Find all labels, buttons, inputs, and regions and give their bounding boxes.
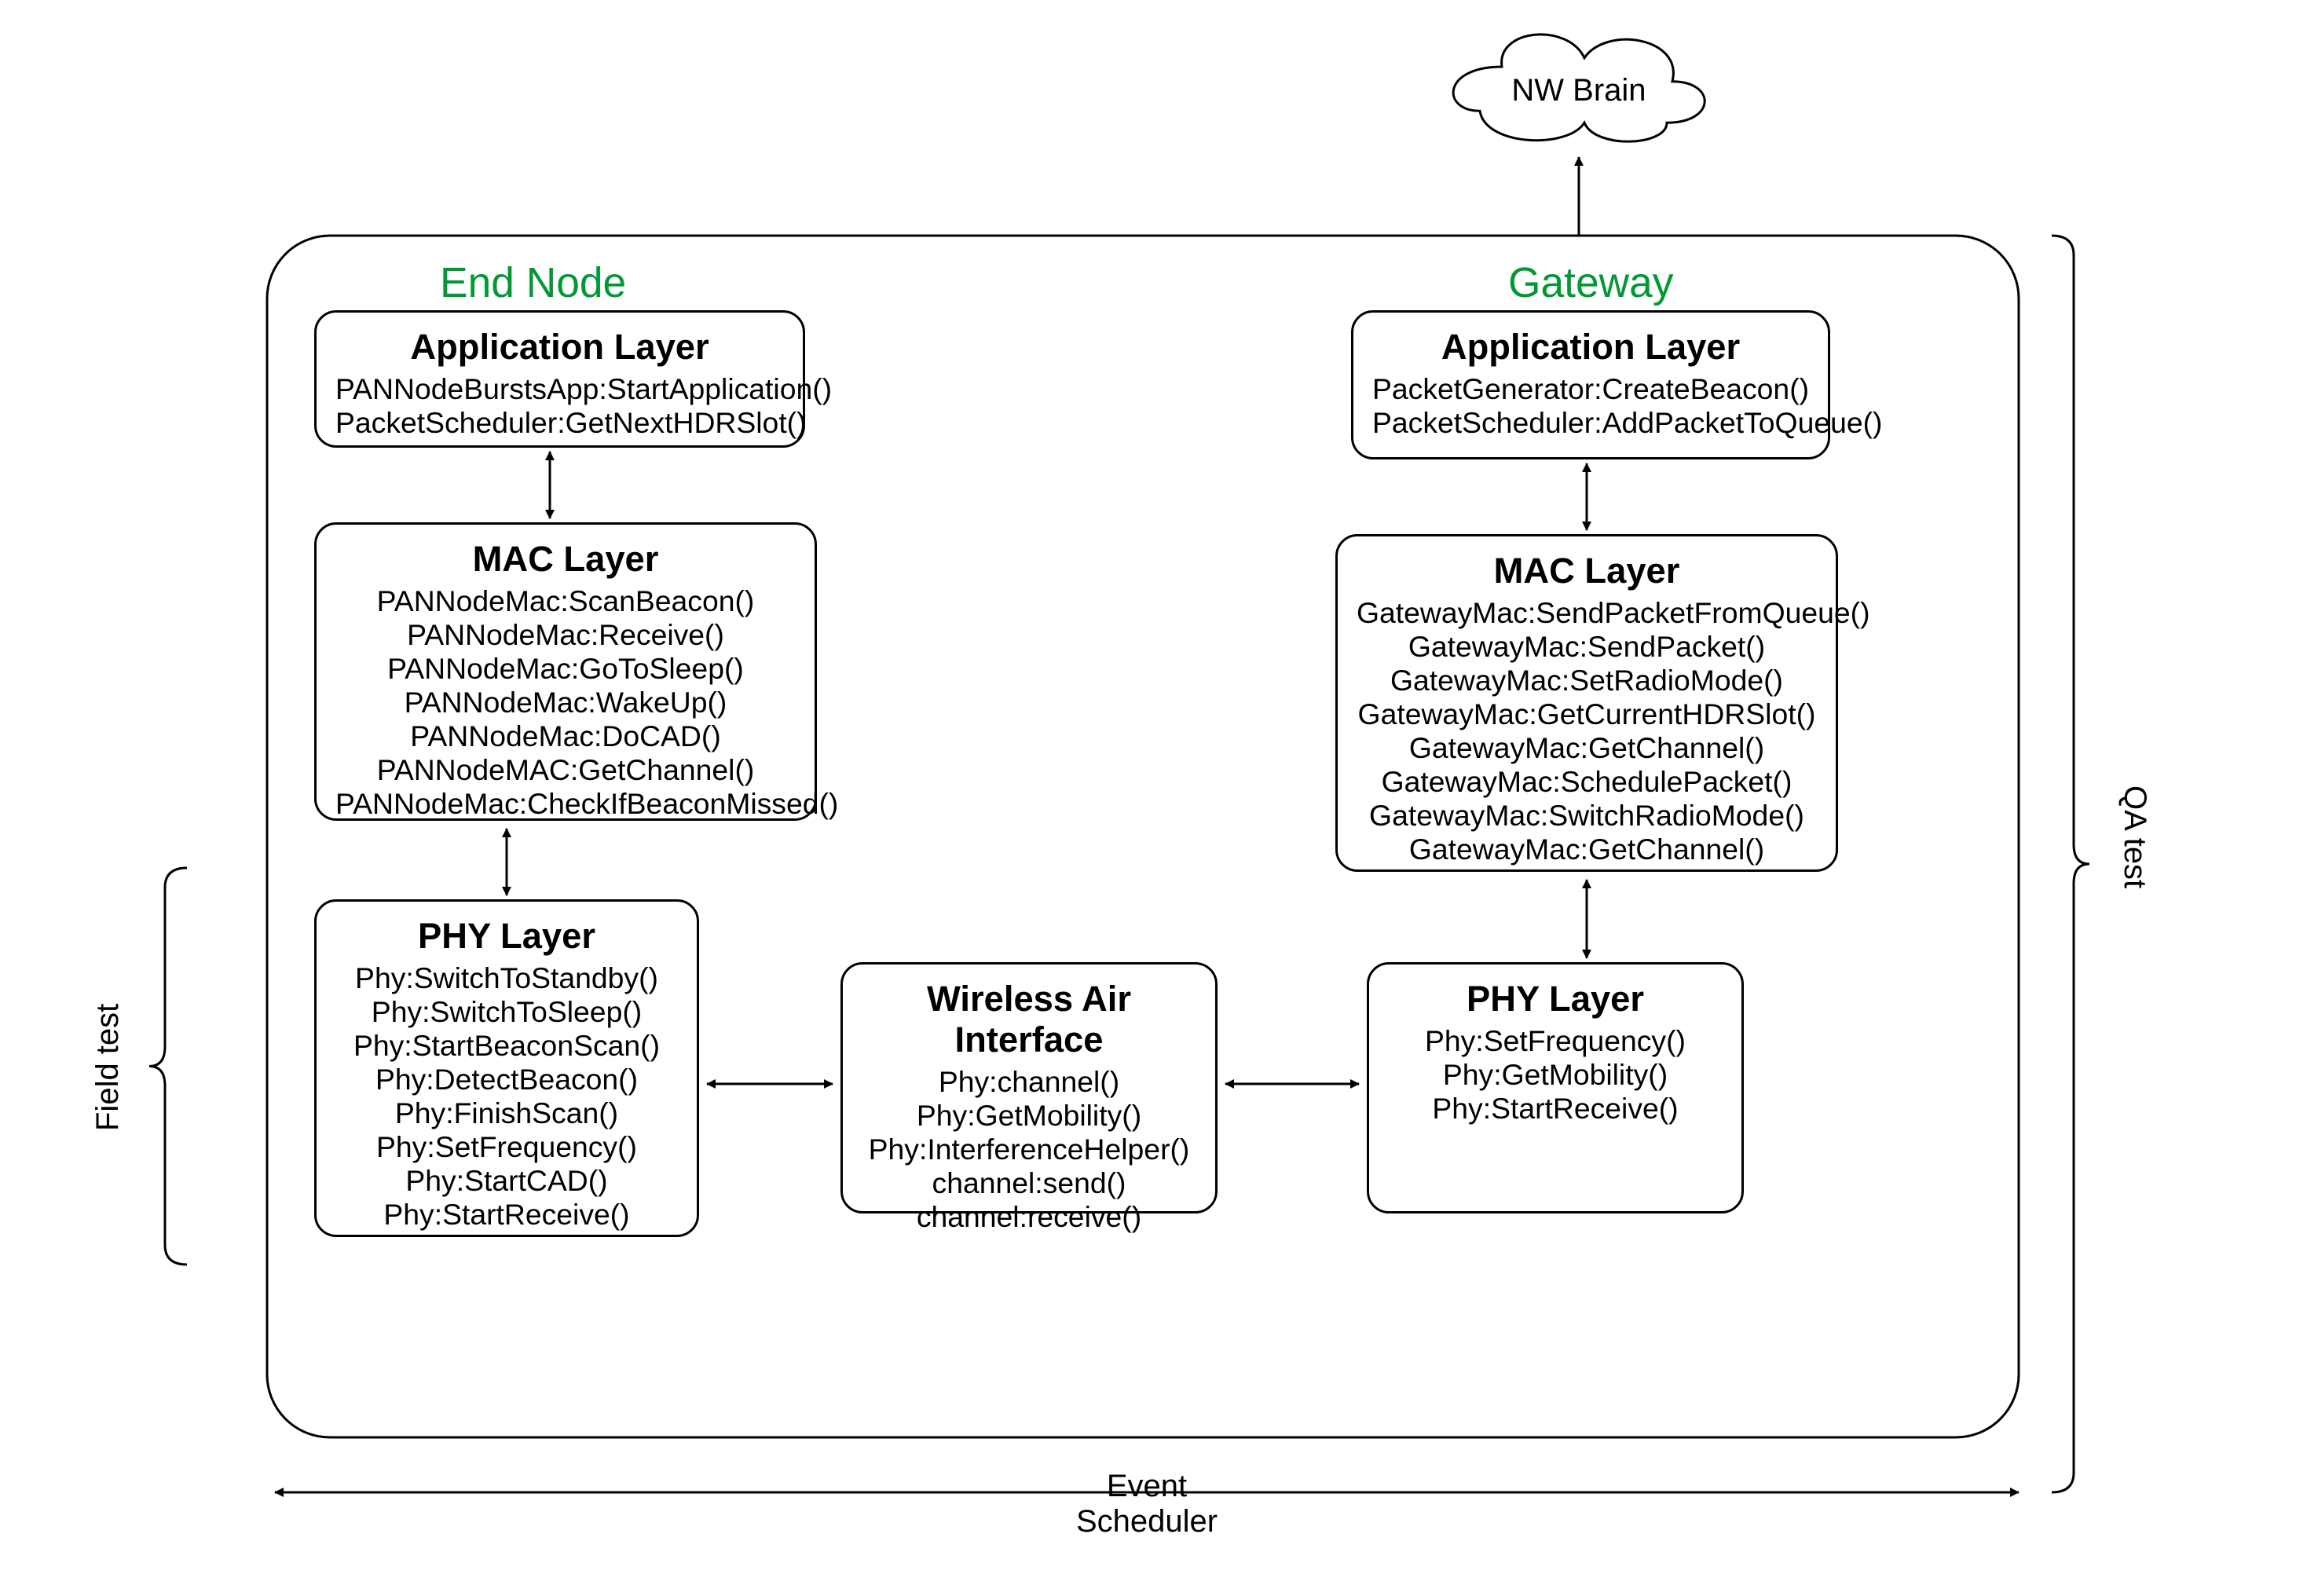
layer-title: PHY Layer	[1388, 979, 1723, 1019]
layer-method: PANNodeMAC:GetChannel()	[335, 753, 796, 787]
layer-title: Wireless Air Interface	[862, 979, 1196, 1060]
gateway-phy-layer: PHY Layer Phy:SetFrequency()Phy:GetMobili…	[1367, 962, 1744, 1213]
event-scheduler-line2: Scheduler	[1045, 1504, 1249, 1539]
layer-method: Phy:StartReceive()	[335, 1198, 678, 1232]
layer-method: GatewayMac:SendPacket()	[1357, 630, 1817, 664]
layer-method: GatewayMac:GetChannel()	[1357, 833, 1817, 866]
layer-method: GatewayMac:GetChannel()	[1357, 731, 1817, 765]
layer-method: GatewayMac:SendPacketFromQueue()	[1357, 596, 1817, 630]
end-node-phy-layer: PHY Layer Phy:SwitchToStandby()Phy:Switch…	[314, 899, 699, 1237]
layer-method: GatewayMac:SwitchRadioMode()	[1357, 799, 1817, 833]
layer-method: Phy:DetectBeacon()	[335, 1063, 678, 1096]
layer-method: PANNodeMac:CheckIfBeaconMissed()	[335, 787, 796, 821]
layer-method: PacketGenerator:CreateBeacon()	[1372, 372, 1809, 406]
section-title-gateway: Gateway	[1508, 259, 1673, 307]
layer-method: PANNodeMac:ScanBeacon()	[335, 584, 796, 618]
layer-method: Phy:StartReceive()	[1388, 1092, 1723, 1126]
layer-method: Phy:GetMobility()	[862, 1099, 1196, 1133]
layer-method: Phy:GetMobility()	[1388, 1058, 1723, 1092]
qa-test-label: QA test	[2117, 785, 2152, 888]
layer-method: Phy:SwitchToSleep()	[335, 995, 678, 1029]
layer-method: PacketScheduler:GetNextHDRSlot()	[335, 406, 784, 440]
bracket-field-test	[149, 868, 187, 1265]
wireless-air-interface: Wireless Air Interface Phy:channel()Phy:G…	[840, 962, 1218, 1213]
layer-title: PHY Layer	[335, 916, 678, 957]
layer-method: PANNodeMac:GoToSleep()	[335, 652, 796, 686]
end-node-mac-layer: MAC LayerPANNodeMac:ScanBeacon()PANNodeM…	[314, 522, 817, 821]
layer-method: Phy:InterferenceHelper()	[862, 1133, 1196, 1166]
layer-method: PANNodeMac:DoCAD()	[335, 719, 796, 753]
section-title-end-node: End Node	[440, 259, 626, 307]
layer-method: Phy:StartBeaconScan()	[335, 1029, 678, 1063]
layer-method: channel:receive()	[862, 1200, 1196, 1234]
bracket-qa-test	[2052, 236, 2089, 1492]
event-scheduler-line1: Event	[1045, 1469, 1249, 1504]
gateway-mac-layer: MAC Layer GatewayMac:SendPacketFromQueue(…	[1335, 534, 1838, 872]
event-scheduler-label: Event Scheduler	[1045, 1469, 1249, 1539]
layer-title: Application Layer	[1372, 327, 1809, 368]
layer-method: channel:send()	[862, 1166, 1196, 1200]
layer-title: MAC Layer	[335, 539, 796, 580]
layer-method: Phy:SwitchToStandby()	[335, 961, 678, 995]
layer-method: Phy:FinishScan()	[335, 1096, 678, 1130]
layer-method: Phy:StartCAD()	[335, 1164, 678, 1198]
layer-method: PANNodeMac:WakeUp()	[335, 686, 796, 719]
layer-method: GatewayMac:GetCurrentHDRSlot()	[1357, 697, 1817, 731]
layer-title: Application Layer	[335, 327, 784, 368]
layer-method: GatewayMac:SchedulePacket()	[1357, 765, 1817, 799]
end-node-application-layer: Application Layer PANNodeBurstsApp:StartA…	[314, 310, 805, 448]
layer-method: Phy:channel()	[862, 1065, 1196, 1099]
layer-title: MAC Layer	[1357, 551, 1817, 591]
layer-method: PANNodeMac:Receive()	[335, 618, 796, 652]
layer-method: Phy:SetFrequency()	[1388, 1024, 1723, 1058]
gateway-application-layer: Application Layer PacketGenerator:CreateB…	[1351, 310, 1830, 459]
diagram-stage: NW Brain End Node Gateway Application La…	[0, 0, 2318, 1596]
layer-method: Phy:SetFrequency()	[335, 1130, 678, 1164]
layer-method: PANNodeBurstsApp:StartApplication()	[335, 372, 784, 406]
layer-method: PacketScheduler:AddPacketToQueue()	[1372, 406, 1809, 440]
cloud-label: NW Brain	[1500, 73, 1657, 108]
layer-method: GatewayMac:SetRadioMode()	[1357, 664, 1817, 697]
field-test-label: Field test	[90, 1004, 126, 1131]
